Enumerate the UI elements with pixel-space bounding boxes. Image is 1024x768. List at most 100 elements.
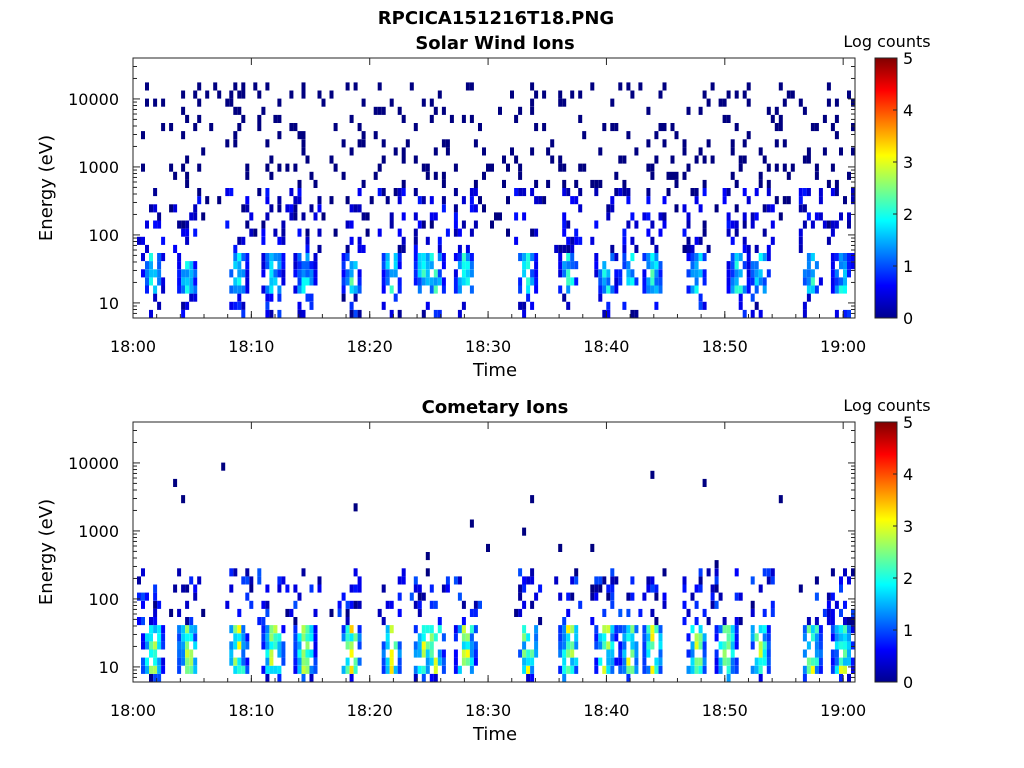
heatmap-cell [301,82,306,91]
heatmap-cell [357,285,362,294]
heatmap-cell [610,665,615,674]
heatmap-cell [177,277,182,286]
heatmap-cell [237,633,242,642]
heatmap-cell [522,657,527,666]
heatmap-cell [401,179,406,188]
heatmap-cell [658,261,663,270]
heatmap-cell [293,261,298,270]
heatmap-cell [698,576,703,585]
plot-frame [132,57,856,319]
heatmap-cell [574,277,579,286]
heatmap-cell [413,584,418,593]
heatmap-cell [562,649,567,658]
heatmap-cell [614,253,619,262]
heatmap-cell [806,212,811,221]
heatmap-cell [425,236,430,245]
heatmap-cell [558,90,563,99]
heatmap-cell [658,657,663,666]
heatmap-cell [389,285,394,294]
heatmap-cell [357,139,362,148]
heatmap-cell [574,196,579,205]
heatmap-cell [754,261,759,270]
heatmap-cell [534,625,539,634]
heatmap-cell [241,657,246,666]
heatmap-cell [742,212,747,221]
heatmap-cell [778,495,783,504]
heatmap-cell [662,592,667,601]
heatmap-cell [289,123,294,132]
heatmap-cell [461,641,466,650]
heatmap-cell [417,649,422,658]
heatmap-cell [193,285,198,294]
heatmap-cell [289,90,294,99]
heatmap-cell [433,212,438,221]
panel-title: Solar Wind Ions [415,33,574,54]
heatmap-cell [758,147,763,156]
heatmap-cell [421,98,426,107]
heatmap-cell [289,212,294,221]
heatmap-cell [682,171,687,180]
heatmap-cell [441,261,446,270]
heatmap-cell [834,269,839,278]
colorbar-tick-label: 4 [903,101,913,120]
heatmap-cell [843,261,847,270]
heatmap-cell [514,212,519,221]
heatmap-cell [433,633,438,642]
heatmap-cell [658,625,663,634]
heatmap-cell [425,568,430,577]
heatmap-cell [510,147,514,156]
heatmap-cell [309,269,314,278]
heatmap-cell [425,253,430,262]
heatmap-cell [281,261,286,270]
heatmap-cell [337,608,342,617]
heatmap-cell [185,633,190,642]
heatmap-cell [646,649,651,658]
heatmap-cell [233,641,238,650]
heatmap-cell [301,131,306,140]
heatmap-cell [141,617,145,626]
heatmap-cell [425,163,430,172]
heatmap-cell [558,253,563,262]
heatmap-cell [550,155,555,164]
heatmap-cell [634,641,639,650]
heatmap-cell [843,649,847,658]
heatmap-cell [241,269,246,278]
heatmap-cell [421,261,426,270]
heatmap-cell [181,625,186,634]
heatmap-cell [642,269,647,278]
heatmap-cell [225,98,230,107]
heatmap-cell [706,617,711,626]
heatmap-cell [642,633,647,642]
heatmap-cell [530,269,535,278]
heatmap-cell [690,592,695,601]
heatmap-cell [810,657,815,666]
heatmap-cell [642,212,647,221]
heatmap-cell [229,657,234,666]
heatmap-cell [834,188,839,197]
heatmap-cell [185,277,190,286]
heatmap-cell [205,90,210,99]
heatmap-cell [149,649,153,658]
heatmap-cell [730,261,735,270]
heatmap-cell [650,253,655,262]
heatmap-cell [662,220,667,229]
heatmap-cell [313,277,318,286]
heatmap-cell [425,641,430,650]
heatmap-cell [393,261,398,270]
heatmap-cell [441,633,446,642]
heatmap-cell [237,665,242,674]
heatmap-cell [401,568,406,577]
heatmap-cell [421,309,426,318]
heatmap-cell [702,649,707,658]
heatmap-cell [534,196,539,205]
heatmap-cell [534,228,539,237]
heatmap-cell [381,649,386,658]
heatmap-cell [241,114,246,123]
heatmap-cell [570,244,575,253]
heatmap-cell [457,309,462,318]
heatmap-cell [197,98,202,107]
heatmap-cell [453,285,458,294]
